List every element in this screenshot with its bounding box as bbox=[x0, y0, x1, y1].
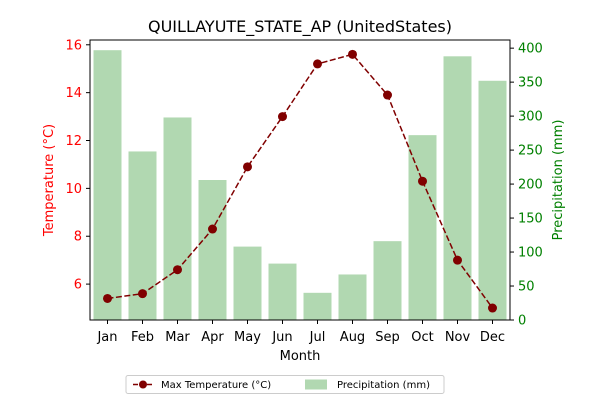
chart-title: QUILLAYUTE_STATE_AP (UnitedStates) bbox=[148, 17, 452, 37]
legend-label-precipitation: Precipitation (mm) bbox=[337, 380, 430, 391]
y-right-tick-label: 250 bbox=[518, 144, 543, 159]
x-tick-label: Dec bbox=[480, 330, 505, 345]
temperature-point-may bbox=[243, 162, 252, 172]
y-axis-left: 6 8 10 12 14 16 bbox=[65, 38, 90, 293]
y-left-tick-label: 12 bbox=[65, 134, 82, 149]
x-tick-label: Sep bbox=[375, 330, 400, 345]
y-left-tick-label: 6 bbox=[74, 278, 82, 293]
legend-marker-swatch bbox=[139, 380, 147, 389]
temperature-point-nov bbox=[453, 255, 462, 265]
legend-bar-swatch bbox=[305, 379, 327, 390]
temperature-point-feb bbox=[138, 289, 147, 299]
precipitation-bar-jul bbox=[303, 292, 332, 320]
temperature-point-sep bbox=[383, 90, 392, 100]
precipitation-bar-apr bbox=[198, 180, 227, 320]
x-tick-label: Aug bbox=[340, 330, 365, 345]
x-axis-label: Month bbox=[280, 349, 321, 364]
precipitation-bar-may bbox=[233, 246, 262, 320]
y-left-tick-label: 14 bbox=[65, 86, 82, 101]
y-left-tick-label: 8 bbox=[74, 230, 82, 245]
plot-frame bbox=[89, 39, 511, 321]
x-tick-label: Jan bbox=[96, 330, 117, 345]
temperature-point-jun bbox=[278, 112, 287, 122]
temperature-point-dec bbox=[488, 303, 497, 313]
y-axis-right: 0 50 100 150 200 250 300 350 400 bbox=[510, 42, 543, 329]
temperature-point-mar bbox=[173, 265, 182, 275]
y-right-tick-label: 400 bbox=[518, 42, 543, 57]
precipitation-bar-dec bbox=[478, 80, 507, 320]
x-tick-label: Mar bbox=[165, 330, 190, 345]
precipitation-bar-jun bbox=[268, 263, 297, 320]
legend-label-temperature: Max Temperature (°C) bbox=[161, 380, 271, 391]
temperature-point-jan bbox=[103, 293, 112, 303]
x-tick-label: Jul bbox=[309, 330, 326, 345]
legend: Max Temperature (°C) Precipitation (mm) bbox=[125, 375, 445, 394]
legend-box bbox=[125, 375, 445, 394]
precipitation-bar-sep bbox=[373, 241, 402, 320]
y-left-tick-label: 16 bbox=[65, 38, 82, 53]
y-right-tick-label: 300 bbox=[518, 110, 543, 125]
y-axis-right-label: Precipitation (mm) bbox=[551, 120, 566, 241]
y-right-tick-label: 0 bbox=[518, 314, 526, 329]
x-tick-label: Oct bbox=[411, 330, 433, 345]
temperature-series-line bbox=[107, 53, 494, 309]
y-left-tick-label: 10 bbox=[65, 182, 82, 197]
precipitation-bar-mar bbox=[163, 117, 192, 320]
temperature-point-apr bbox=[208, 224, 217, 234]
precipitation-bar-jan bbox=[93, 50, 122, 320]
temperature-point-oct bbox=[418, 176, 427, 186]
y-right-tick-label: 50 bbox=[518, 280, 535, 295]
y-right-tick-label: 200 bbox=[518, 178, 543, 193]
y-right-tick-label: 150 bbox=[518, 212, 543, 227]
temperature-line bbox=[103, 49, 497, 313]
x-tick-label: May bbox=[234, 330, 261, 345]
y-right-tick-label: 350 bbox=[518, 76, 543, 91]
y-right-tick-label: 100 bbox=[518, 246, 543, 261]
precipitation-bar-aug bbox=[338, 274, 367, 320]
x-tick-label: Apr bbox=[201, 330, 224, 345]
precipitation-bar-oct bbox=[408, 135, 437, 320]
x-axis: Jan Feb Mar Apr May Jun Jul Aug Sep Oct Nov Dec bbox=[96, 320, 505, 345]
temperature-point-jul bbox=[313, 59, 322, 69]
precipitation-bars bbox=[93, 50, 507, 321]
x-tick-label: Jun bbox=[271, 330, 292, 345]
y-axis-left-label: Temperature (°C) bbox=[42, 124, 57, 237]
precipitation-bar-nov bbox=[443, 56, 472, 321]
temperature-point-aug bbox=[348, 49, 357, 59]
x-tick-label: Nov bbox=[445, 330, 471, 345]
x-tick-label: Feb bbox=[131, 330, 154, 345]
